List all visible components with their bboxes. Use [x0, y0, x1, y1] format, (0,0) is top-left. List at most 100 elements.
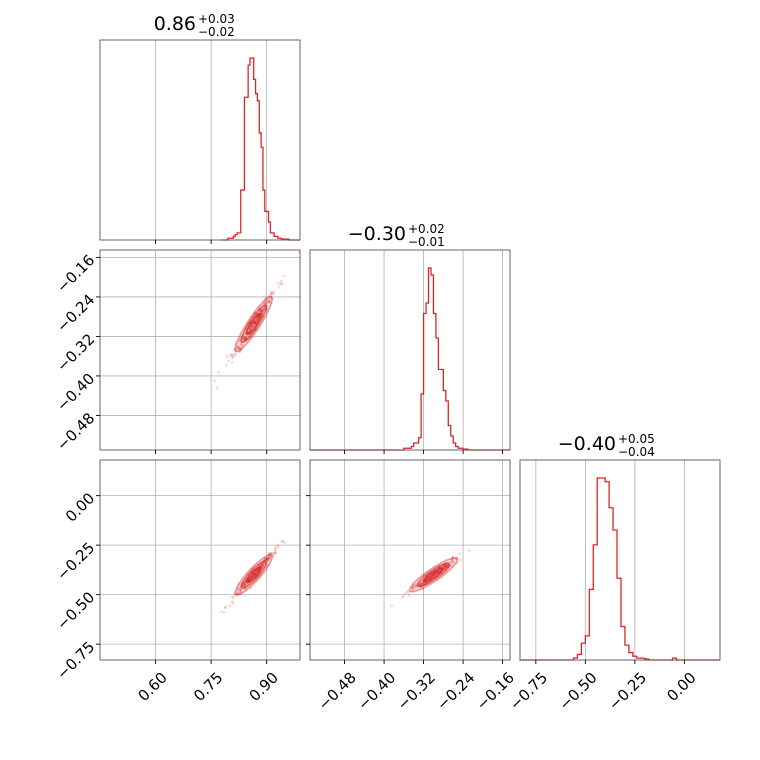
sample-point	[430, 574, 434, 578]
sample-point	[253, 321, 257, 325]
sample-point	[252, 324, 256, 328]
sample-point	[260, 563, 264, 567]
sample-point	[418, 582, 422, 586]
title-upper-error: +0.05	[618, 432, 655, 446]
sample-point	[239, 589, 243, 592]
sample-point	[442, 566, 446, 570]
sample-point	[434, 573, 437, 577]
sample-point	[270, 291, 273, 295]
sample-point	[400, 596, 404, 599]
sample-point	[406, 590, 409, 593]
sample-point	[213, 379, 216, 383]
sample-point	[251, 572, 255, 576]
sample-point	[250, 576, 254, 580]
sample-point	[234, 341, 238, 345]
sample-point	[443, 567, 446, 570]
sample-point	[243, 580, 247, 584]
x-tick-label: −0.40	[354, 669, 399, 714]
sample-point	[267, 552, 271, 555]
sample-point	[261, 564, 264, 567]
sample-point	[255, 571, 259, 574]
sample-point	[255, 317, 259, 321]
sample-point	[255, 317, 259, 321]
sample-point	[237, 346, 241, 350]
panel-frame	[309, 249, 511, 451]
sample-point	[252, 321, 256, 325]
sample-point	[434, 571, 438, 575]
sample-point	[283, 541, 287, 545]
sample-point	[390, 604, 394, 608]
sample-point	[251, 573, 255, 577]
sample-point	[430, 574, 434, 578]
x-tick-label: −0.32	[394, 669, 439, 714]
sample-point	[254, 570, 258, 574]
sample-point	[225, 355, 229, 358]
sample-point	[253, 572, 257, 576]
sample-point	[276, 546, 280, 549]
sample-point	[267, 553, 271, 557]
sample-point	[249, 576, 253, 580]
sample-point	[251, 574, 255, 578]
panel-frame	[99, 39, 301, 241]
sample-point	[437, 570, 440, 574]
histogram-line	[221, 57, 300, 241]
sample-point	[250, 576, 253, 579]
sample-point	[243, 584, 247, 587]
sample-point	[434, 571, 438, 575]
sample-point	[280, 279, 283, 283]
sample-point	[432, 573, 435, 577]
density-contour	[245, 312, 262, 336]
sample-point	[262, 300, 266, 303]
sample-point	[257, 567, 261, 571]
sample-point	[249, 576, 253, 580]
sample-point	[434, 571, 437, 575]
sample-point	[253, 572, 257, 576]
sample-point	[233, 352, 237, 356]
sample-point	[427, 576, 430, 579]
sample-point	[228, 604, 232, 607]
sample-point	[280, 282, 284, 286]
sample-point	[430, 575, 433, 579]
sample-point	[233, 594, 237, 598]
sample-point	[272, 292, 276, 296]
sample-point	[238, 591, 242, 595]
sample-point	[249, 325, 253, 328]
sample-point	[414, 584, 418, 588]
sample-point	[252, 572, 256, 576]
y-tick-label: −0.16	[53, 251, 98, 296]
sample-point	[234, 593, 238, 597]
sample-point	[247, 330, 251, 334]
sample-point	[452, 561, 456, 565]
sample-point	[254, 570, 258, 573]
sample-point	[249, 576, 253, 580]
sample-point	[432, 573, 436, 576]
sample-point	[261, 308, 265, 311]
sample-point	[239, 591, 243, 595]
sample-point	[242, 583, 246, 587]
sample-point	[223, 606, 227, 610]
sample-point	[262, 562, 266, 566]
x-tick-label: 0.60	[135, 669, 171, 705]
title-lower-error: −0.01	[408, 235, 445, 249]
sample-point	[451, 557, 455, 560]
sample-point	[418, 582, 422, 586]
sample-point	[249, 327, 253, 331]
panel-frame	[519, 459, 721, 661]
sample-point	[217, 371, 221, 375]
sample-point	[414, 584, 418, 588]
sample-point	[248, 577, 252, 581]
y-tick-label: −0.50	[53, 588, 98, 633]
x-tick-label: −0.25	[605, 669, 650, 714]
sample-point	[261, 310, 265, 314]
sample-point	[421, 581, 425, 585]
sample-point	[450, 558, 454, 561]
sample-point	[239, 347, 243, 351]
sample-point	[433, 571, 436, 575]
scatter-panel-1-0	[96, 249, 301, 454]
sample-point	[428, 576, 432, 580]
title-value: −0.40	[558, 433, 616, 455]
sample-point	[230, 600, 234, 604]
sample-point	[264, 556, 267, 560]
sample-point	[249, 327, 252, 331]
sample-point	[444, 565, 448, 569]
